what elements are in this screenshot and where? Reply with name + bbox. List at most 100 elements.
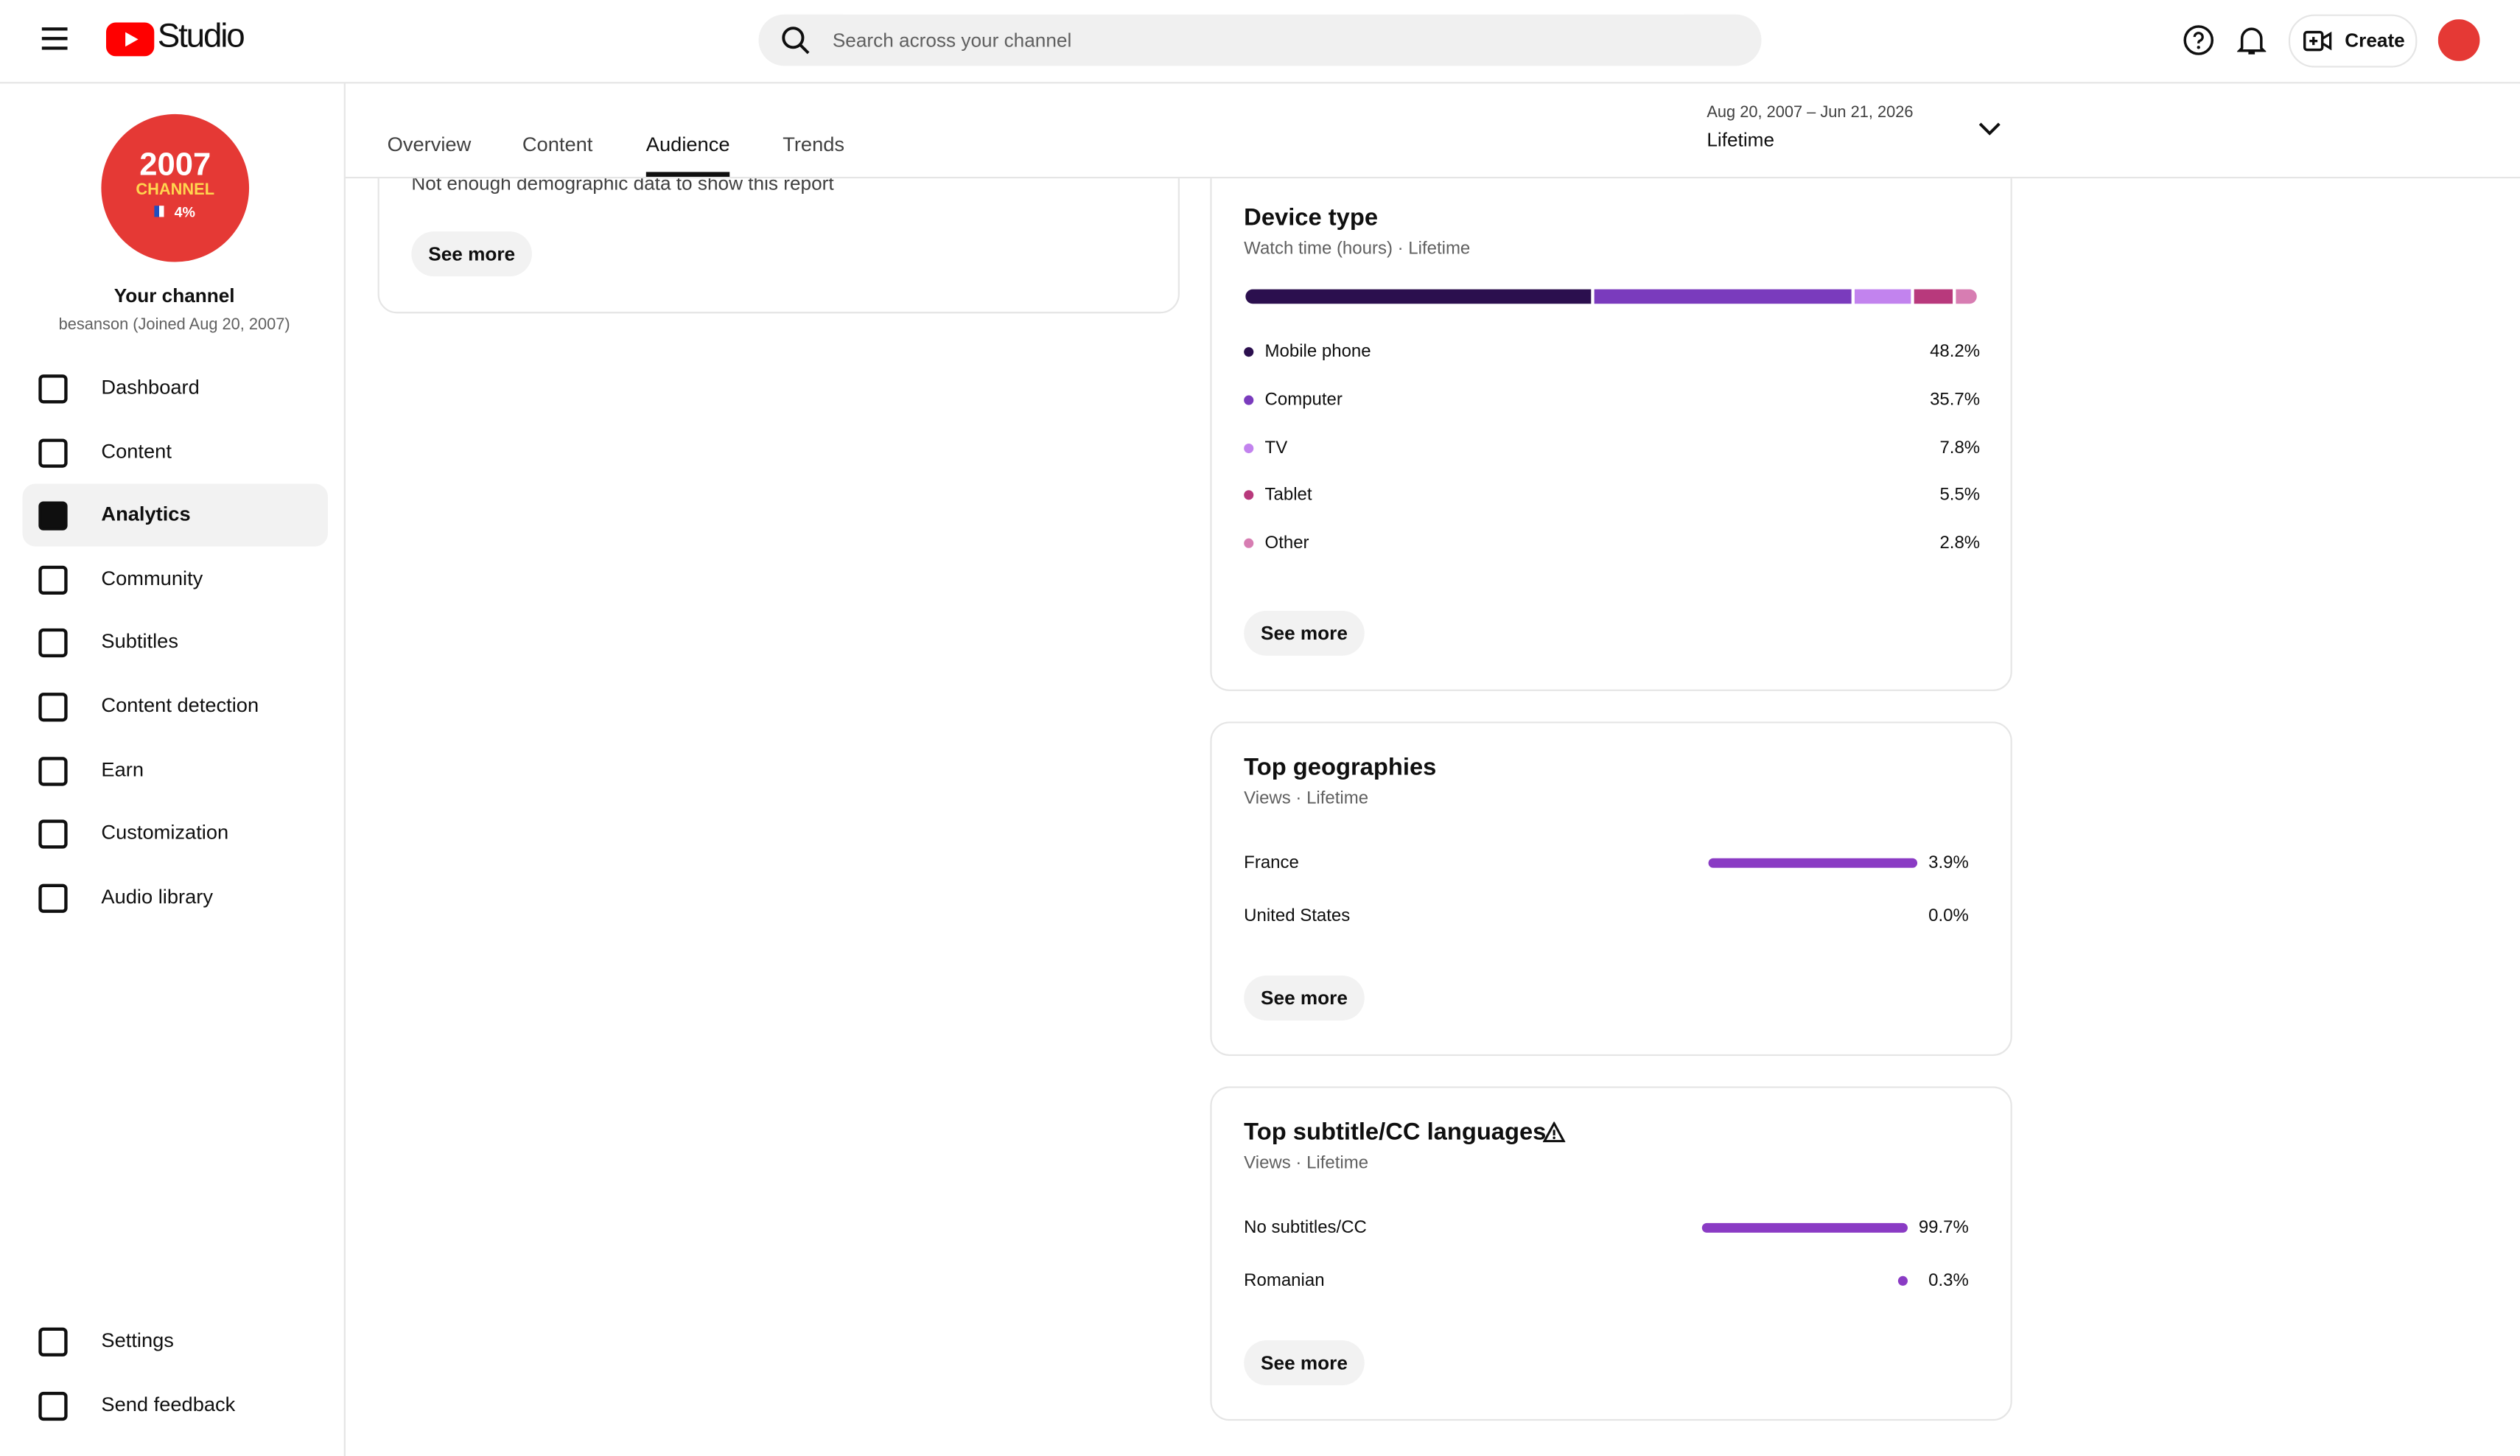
card-title: Device type <box>1244 204 1379 232</box>
row-bar <box>1897 1275 1908 1286</box>
nav-icon <box>38 565 68 595</box>
warning-icon[interactable] <box>1542 1121 1566 1143</box>
row-name: No subtitles/CC <box>1244 1218 1367 1238</box>
help-icon[interactable] <box>2183 24 2215 57</box>
device-bar-segment <box>1914 289 1954 304</box>
nav-label: Dashboard <box>101 376 200 399</box>
nav-item[interactable]: Subtitles <box>23 612 328 674</box>
logo-text[interactable]: Studio <box>157 17 245 55</box>
row-bar <box>1708 858 1918 868</box>
search-bar[interactable]: Search across your channel <box>758 14 1762 66</box>
date-range: Aug 20, 2007 – Jun 21, 2026 <box>1707 104 1914 122</box>
avatar-word: CHANNEL <box>136 181 215 200</box>
channel-title[interactable]: Your channel <box>113 284 235 307</box>
tab[interactable]: Overview <box>387 133 472 156</box>
nav-label: Content detection <box>101 694 259 717</box>
row-name: United States <box>1244 906 1351 926</box>
nav-label: Subtitles <box>101 630 179 654</box>
logo-icon[interactable] <box>105 22 155 57</box>
sidebar: 2007 CHANNEL 4% Your channel besanson (J… <box>0 83 346 1456</box>
tab-underline <box>645 172 730 177</box>
nav-item[interactable]: Audio library <box>23 866 328 928</box>
card-title: Top geographies <box>1244 753 1437 782</box>
legend-dot <box>1244 347 1254 357</box>
device-value: 2.8% <box>1939 533 1981 553</box>
nav-item[interactable]: Settings <box>23 1310 328 1373</box>
see-more-button[interactable]: See more <box>1244 610 1365 656</box>
nav-label: Content <box>101 439 172 463</box>
avatar-badge: 4% <box>174 204 196 220</box>
device-name: Other <box>1264 533 1309 553</box>
nav-label: Send feedback <box>101 1393 236 1416</box>
device-value: 48.2% <box>1930 342 1981 362</box>
see-more-button[interactable]: See more <box>411 231 532 277</box>
device-name: Computer <box>1264 390 1343 410</box>
nav-label: Audio library <box>101 885 213 908</box>
nav-label: Community <box>101 567 203 590</box>
row-bar <box>1701 1222 1908 1233</box>
nav-item[interactable]: Community <box>23 547 328 610</box>
nav-icon <box>38 1391 68 1421</box>
legend-dot <box>1244 395 1254 405</box>
top-geographies-card: Top geographies Views · Lifetime See mor… <box>1210 721 2012 1056</box>
nav-icon <box>38 374 68 404</box>
menu-icon[interactable] <box>41 27 68 50</box>
flag-icon <box>155 206 170 217</box>
nav-item[interactable]: Customization <box>23 802 328 865</box>
date-dropdown-icon[interactable] <box>1978 122 2001 137</box>
tab[interactable]: Content <box>522 133 593 156</box>
create-button[interactable]: Create <box>2288 14 2418 68</box>
nav-item[interactable]: Send feedback <box>23 1374 328 1437</box>
device-bar-segment <box>1245 289 1592 304</box>
nav-label: Earn <box>101 757 144 781</box>
tab[interactable]: Trends <box>783 133 845 156</box>
device-name: Tablet <box>1264 486 1312 505</box>
create-icon <box>2303 30 2332 52</box>
legend-dot <box>1244 442 1254 452</box>
card-subtitle: Views · Lifetime <box>1244 1154 1369 1174</box>
device-value: 35.7% <box>1930 390 1981 410</box>
nav-icon <box>38 1327 68 1357</box>
channel-subtitle: besanson (Joined Aug 20, 2007) <box>58 316 290 335</box>
row-value: 3.9% <box>1928 853 1969 873</box>
subtitle-languages-card: Top subtitle/CC languages Views · Lifeti… <box>1210 1086 2012 1421</box>
row-name: France <box>1244 853 1299 873</box>
channel-avatar[interactable]: 2007 CHANNEL 4% <box>101 113 250 262</box>
tab-bar: Aug 20, 2007 – Jun 21, 2026 Lifetime Ove… <box>345 83 2520 179</box>
see-more-button[interactable]: See more <box>1244 975 1365 1021</box>
nav-item[interactable]: Content <box>23 421 328 483</box>
device-bar-segment <box>1595 289 1852 304</box>
device-value: 5.5% <box>1939 486 1981 505</box>
nav-label: Customization <box>101 821 229 844</box>
search-icon <box>782 27 810 55</box>
row-value: 0.3% <box>1928 1271 1969 1291</box>
card-title: Top subtitle/CC languages <box>1244 1119 1547 1147</box>
card-subtitle: Views · Lifetime <box>1244 788 1369 809</box>
tab[interactable]: Audience <box>645 133 730 156</box>
nav-item[interactable]: Earn <box>23 738 328 801</box>
search-placeholder: Search across your channel <box>832 29 1072 52</box>
nav-icon <box>38 629 68 658</box>
account-avatar[interactable] <box>2437 19 2480 61</box>
legend-dot <box>1244 538 1254 548</box>
legend-dot <box>1244 490 1254 500</box>
device-value: 7.8% <box>1939 438 1981 458</box>
device-type-card: Device type Watch time (hours) · Lifetim… <box>1210 161 2012 691</box>
nav-icon <box>38 693 68 722</box>
create-label: Create <box>2345 29 2405 52</box>
device-name: TV <box>1264 438 1288 458</box>
row-name: Romanian <box>1244 1271 1325 1291</box>
see-more-button[interactable]: See more <box>1244 1340 1365 1386</box>
nav-label: Settings <box>101 1329 174 1352</box>
nav-icon <box>38 883 68 913</box>
row-value: 0.0% <box>1928 906 1969 926</box>
nav-item[interactable]: Content detection <box>23 675 328 738</box>
nav-item[interactable]: Dashboard <box>23 357 328 419</box>
nav-item[interactable]: Analytics <box>22 483 328 547</box>
device-name: Mobile phone <box>1264 342 1371 362</box>
avatar-year: 2007 <box>139 147 211 183</box>
notifications-icon[interactable] <box>2237 24 2267 57</box>
device-bar-segment <box>1956 289 1977 304</box>
